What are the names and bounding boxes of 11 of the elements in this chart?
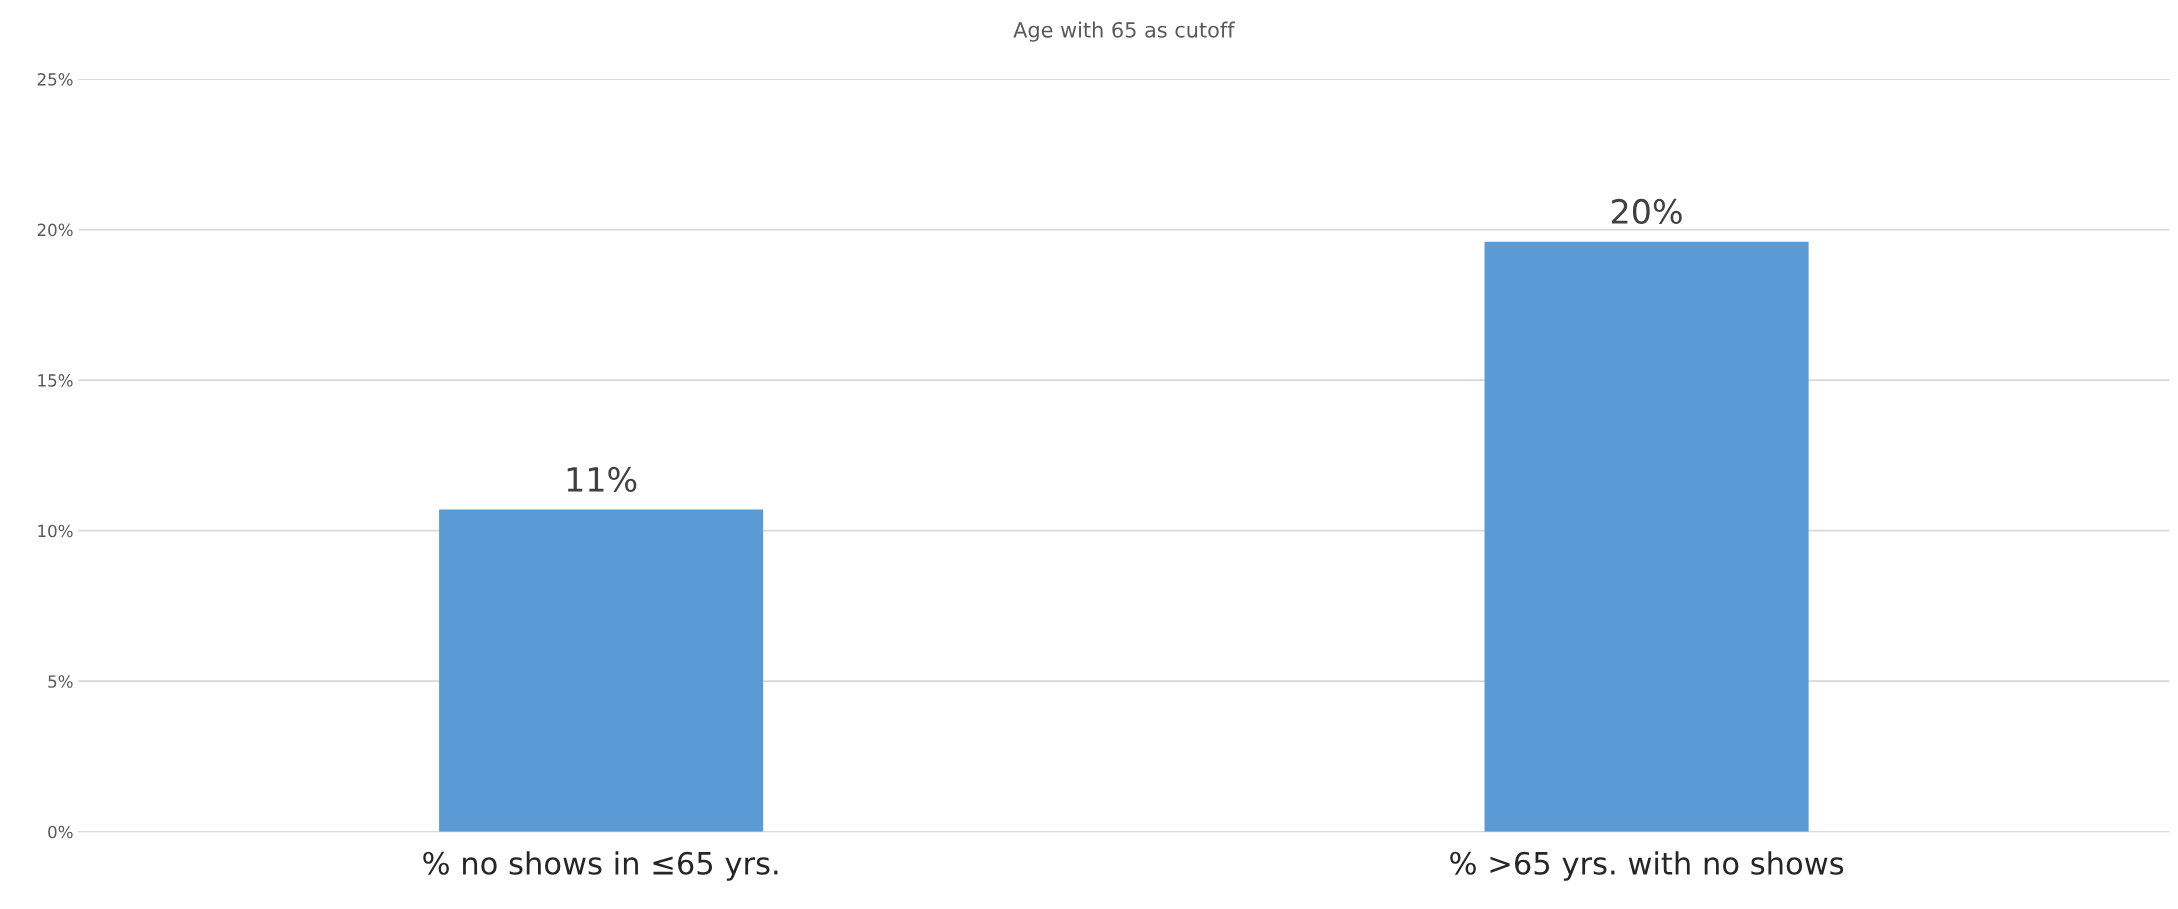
x-tick-label: % no shows in ≤65 yrs. [423,851,778,881]
y-tick-label: 0% [48,825,73,839]
y-tick-label: 25% [37,73,73,86]
y-tick-label: 15% [38,374,73,387]
x-tick-label: % >65 yrs. with no shows [1450,851,1844,881]
y-tick-label: 20% [37,223,73,237]
data-label: 20% [1611,198,1682,225]
y-tick-label: 10% [38,524,73,538]
data-label: 11% [567,466,637,493]
chart-title: Age with 65 as cutoff [1013,21,1235,42]
y-tick-label: 5% [48,675,73,688]
